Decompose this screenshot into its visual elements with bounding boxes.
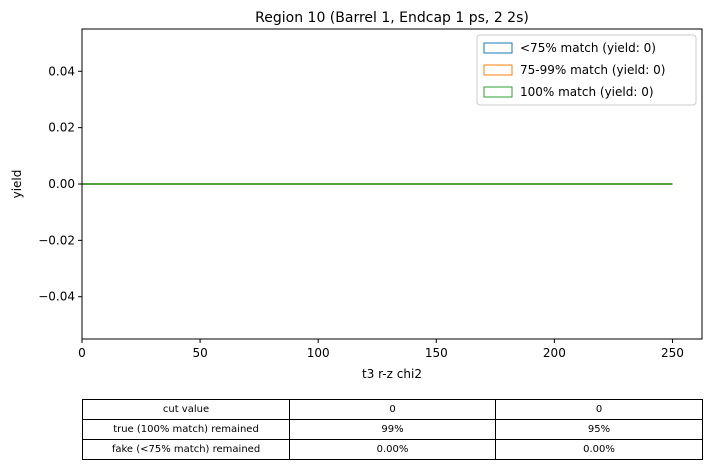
table-cell: 0.00% bbox=[495, 439, 703, 460]
table-row: fake (<75% match) remained 0.00% 0.00% bbox=[82, 439, 703, 460]
row-label: cut value bbox=[82, 399, 290, 420]
legend-swatch bbox=[483, 42, 513, 54]
table-cell: 0 bbox=[289, 399, 496, 420]
row-label: true (100% match) remained bbox=[82, 419, 290, 440]
plot-area: 0 50 100 150 200 250 −0.04 −0.02 0.00 0.02 0.04 bbox=[38, 64, 684, 360]
row-label: fake (<75% match) remained bbox=[82, 439, 290, 460]
legend: <75% match (yield: 0) 75-99% match (yield… bbox=[476, 34, 697, 106]
table-row: cut value 0 0 bbox=[82, 399, 703, 420]
x-tick-label: 250 bbox=[661, 346, 684, 360]
x-tick-label: 100 bbox=[307, 346, 330, 360]
x-tick-label: 150 bbox=[425, 346, 448, 360]
table-row: true (100% match) remained 99% 95% bbox=[82, 419, 703, 440]
plot-frame bbox=[81, 28, 703, 340]
y-tick-label: 0.02 bbox=[48, 121, 75, 135]
x-tick-label: 50 bbox=[192, 346, 207, 360]
x-tick-label: 200 bbox=[543, 346, 566, 360]
y-tick-label: −0.04 bbox=[38, 290, 75, 304]
table-cell: 0 bbox=[495, 399, 703, 420]
legend-label: 75-99% match (yield: 0) bbox=[520, 63, 665, 77]
y-tick-label: −0.02 bbox=[38, 233, 75, 247]
legend-swatch bbox=[483, 86, 513, 98]
legend-box bbox=[476, 34, 697, 106]
table-cell: 99% bbox=[289, 419, 496, 440]
table-cell: 0.00% bbox=[289, 439, 496, 460]
cut-summary-table: cut value 0 0 true (100% match) remained… bbox=[82, 399, 703, 460]
y-axis-label: yield bbox=[10, 170, 24, 199]
table-cell: 95% bbox=[495, 419, 703, 440]
legend-label: <75% match (yield: 0) bbox=[520, 41, 656, 55]
y-tick-label: 0.00 bbox=[48, 177, 75, 191]
legend-label: 100% match (yield: 0) bbox=[520, 85, 654, 99]
y-tick-label: 0.04 bbox=[48, 64, 75, 78]
legend-swatch bbox=[483, 64, 513, 76]
x-axis-label: t3 r-z chi2 bbox=[362, 367, 422, 381]
chart-title: Region 10 (Barrel 1, Endcap 1 ps, 2 2s) bbox=[255, 10, 529, 26]
x-tick-label: 0 bbox=[78, 346, 86, 360]
